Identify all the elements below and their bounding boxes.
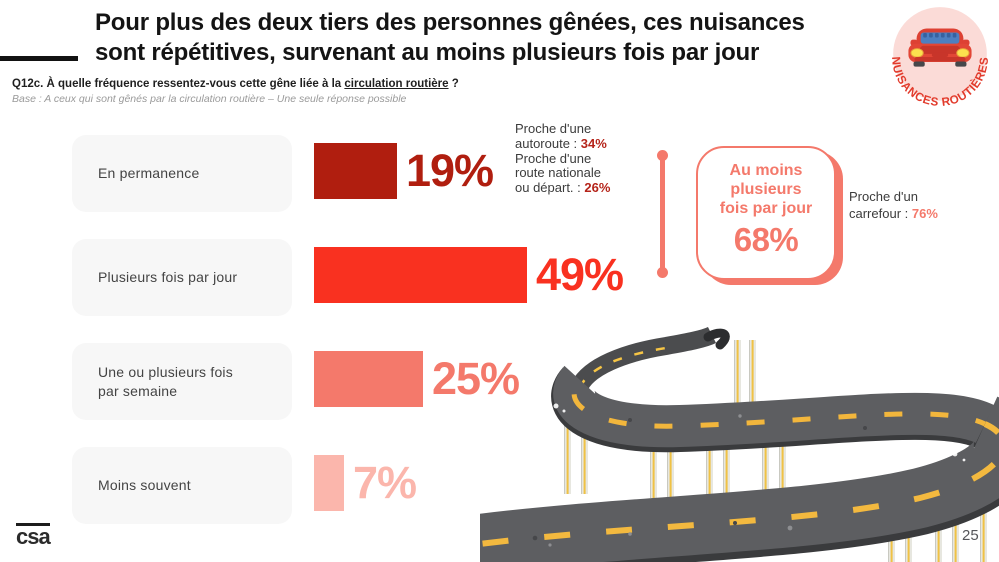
aggregate-value: 68% [733,220,799,258]
title-accent-line [0,56,78,61]
theme-badge-graphic: NUISANCES ROUTIÈRES [889,7,990,109]
highway-value: 34% [580,135,607,151]
bar-value-label: 7% [353,457,417,508]
category-label: Moins souvent [72,447,292,524]
question-suffix: ? [448,78,459,90]
car-icon [908,28,972,67]
bar-en-permanence [314,143,397,199]
road-middle-band [551,365,996,453]
road-illustration [430,302,999,562]
chart-row: Une ou plusieurs fois par semaine 25% [0,343,999,427]
chart-row: Plusieurs fois par jour 49% [0,239,999,323]
aggregate-callout: Au moins plusieurs fois par jour 68% [696,146,836,280]
road-far-segment [569,326,730,394]
question-text: Q12c. À quelle fréquence ressentez-vous … [12,78,459,90]
road-graphic [430,326,999,562]
question-prefix: Q12c. À quelle fréquence ressentez-vous … [12,78,345,90]
chart-row: En permanence 19% [0,135,999,219]
road-near-band [430,396,999,562]
national-road-value: 26% [584,180,611,196]
bar-value-label: 49% [536,249,624,300]
page-title: Pour plus des deux tiers des personnes g… [95,8,895,68]
bar-moins-souvent [314,455,344,511]
aggregate-bracket [657,150,668,278]
bar-value-label: 19% [406,145,494,196]
title-line-2: sont répétitives, survenant au moins plu… [95,39,760,66]
category-label: En permanence [72,135,292,212]
chart-row: Moins souvent 7% [0,447,999,531]
question-underlined-term: circulation routière [344,78,449,90]
aggregate-label: Au moins plusieurs fois par jour [719,162,813,218]
theme-badge: NUISANCES ROUTIÈRES [884,3,996,115]
page-number: 25 [962,527,979,544]
subgroup-note-crossroad: Proche d'un carrefour : 76% [849,189,938,221]
base-text: Base : A ceux qui sont gênés par la circ… [12,93,407,105]
bracket-line [660,155,665,273]
category-label: Plusieurs fois par jour [72,239,292,316]
title-line-1: Pour plus des deux tiers des personnes g… [95,9,805,36]
category-label: Une ou plusieurs fois par semaine [72,343,292,420]
bar-value-label: 25% [432,353,520,404]
bracket-dot-bottom [657,267,668,278]
bar-une-ou-plusieurs-fois-par-semaine [314,351,423,407]
subgroup-note-roads: Proche d'une autoroute : 34% Proche d'un… [515,121,611,196]
csa-logo: csa [16,523,51,549]
crossroad-value: 76% [911,206,938,221]
bar-plusieurs-fois-par-jour [314,247,527,303]
